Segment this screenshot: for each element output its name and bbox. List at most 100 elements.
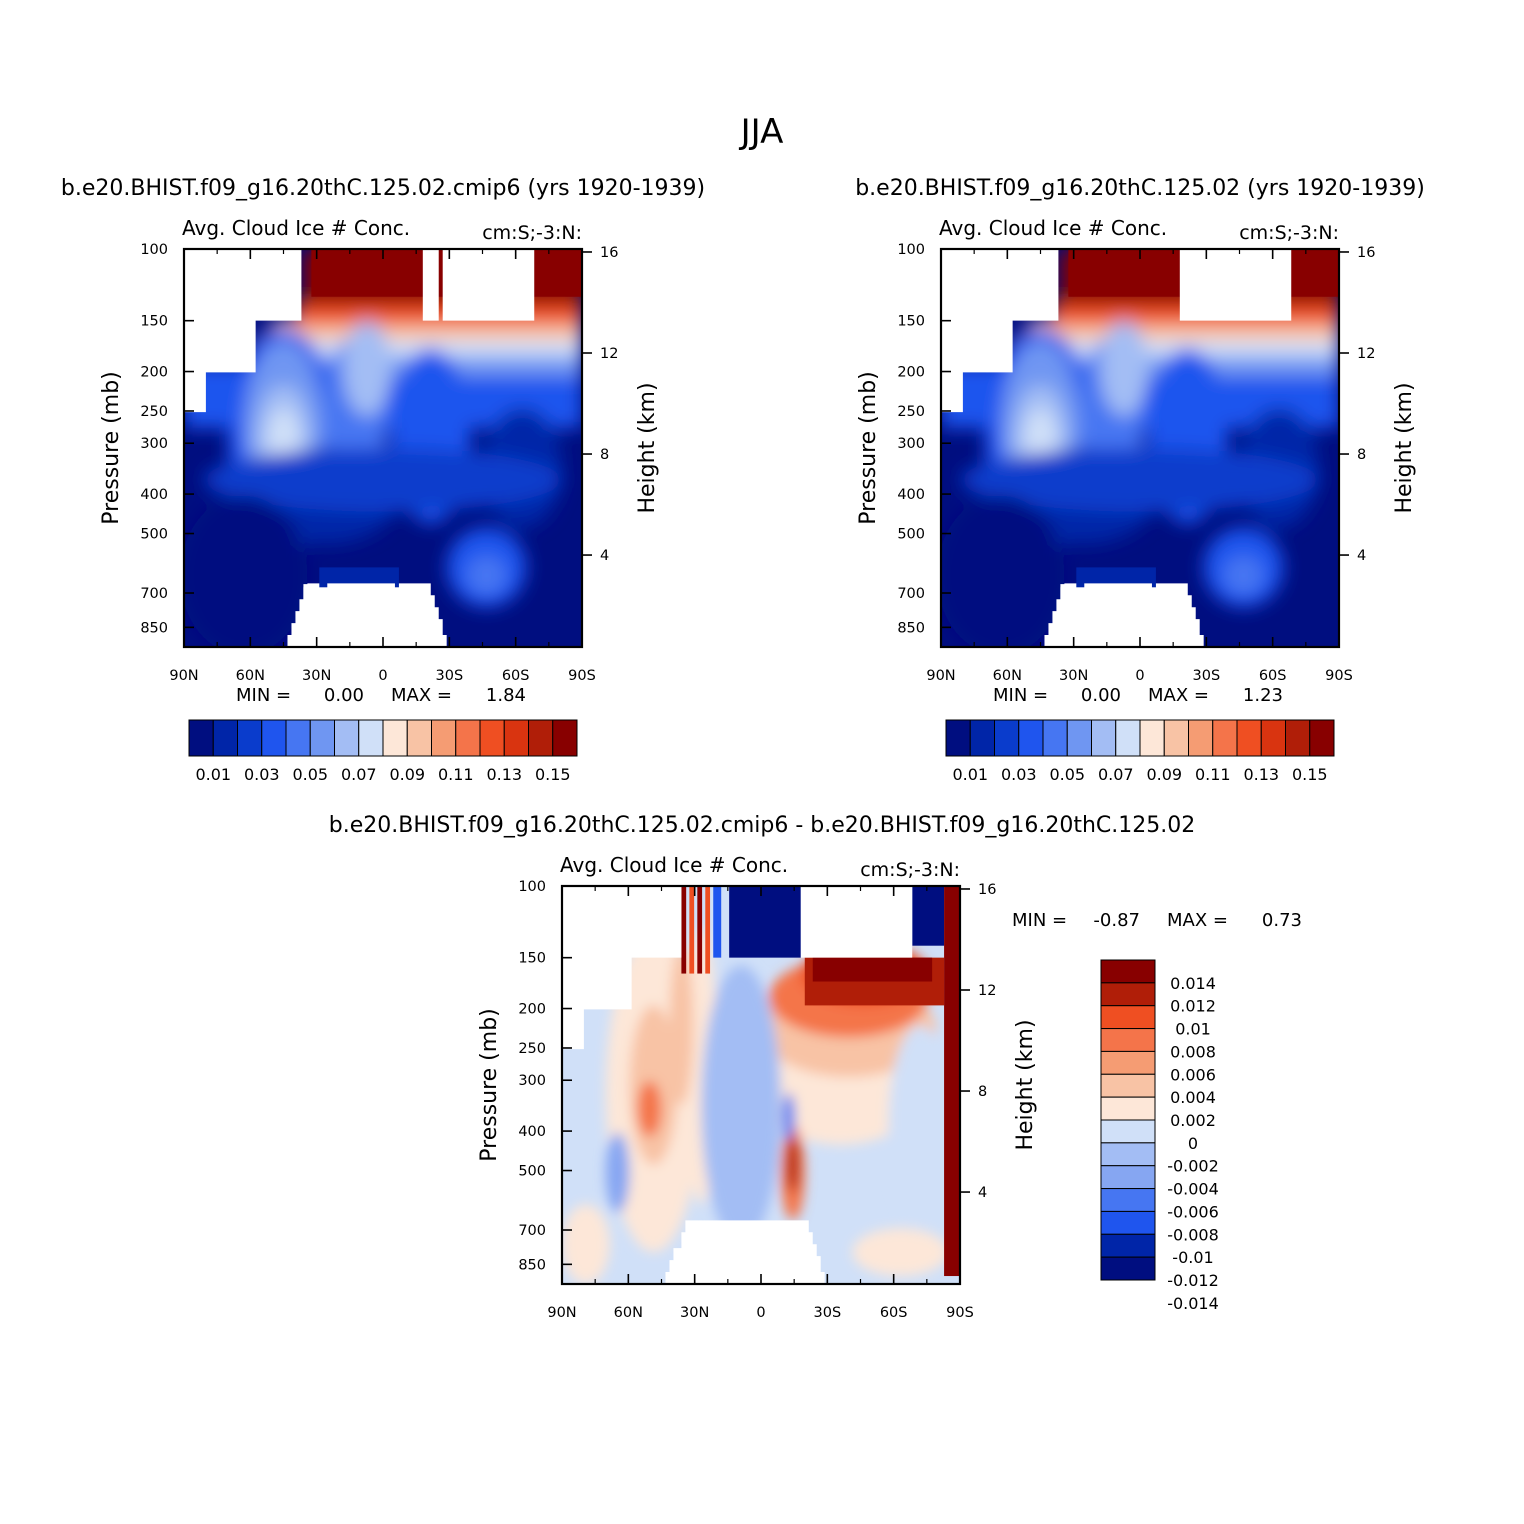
- colorbar-box: [994, 719, 1020, 757]
- y-tick-label: 500: [897, 527, 925, 543]
- colorbar-box: [309, 719, 335, 757]
- contour-band: [960, 448, 1320, 512]
- y2-axis-label: Height (km): [1013, 1019, 1038, 1150]
- y-tick-label: 250: [140, 404, 168, 420]
- colorbar-box: [1260, 719, 1286, 757]
- mask-top-left: [562, 886, 682, 1050]
- colorbar-box: [455, 719, 481, 757]
- y2-tick-label: 16: [978, 882, 996, 898]
- y-tick-label: 150: [140, 314, 168, 330]
- contour-band: [852, 1228, 949, 1277]
- colorbar-label: 0.03: [244, 765, 280, 784]
- y-tick-label: 400: [518, 1124, 546, 1140]
- colorbar-label: -0.002: [1167, 1157, 1219, 1176]
- mask-topography: [327, 583, 395, 608]
- x-tick-label: 90N: [926, 668, 955, 684]
- colorbar-label: 0: [1188, 1134, 1198, 1153]
- colorbar-box: [1100, 1028, 1156, 1052]
- min-value: 0.00: [1081, 685, 1121, 706]
- colorbar-label: 0.05: [1049, 765, 1085, 784]
- contour-band: [697, 886, 703, 974]
- panel-control: 90N 60N 30N 0 30S 60S 90S 100 150 200 250 300 400 500…: [856, 216, 1417, 784]
- colorbar-label: 0.15: [535, 765, 571, 784]
- colorbar-label: -0.01: [1172, 1248, 1213, 1267]
- x-tick-label: 90N: [547, 1305, 576, 1321]
- mask-top-strip: [800, 886, 913, 958]
- contour-band: [1100, 320, 1148, 417]
- x-tick-label: 60N: [236, 668, 265, 684]
- contour-band: [944, 886, 960, 1277]
- contour-band: [637, 1081, 662, 1137]
- y-tick-label: 300: [897, 436, 925, 452]
- x-tick-label: 60N: [993, 668, 1022, 684]
- max-value: 0.73: [1262, 910, 1302, 931]
- y-tick-label: 400: [897, 487, 925, 503]
- colorbar-box: [1285, 719, 1311, 757]
- colorbar-label: 0.002: [1170, 1111, 1216, 1130]
- y-tick-label: 100: [518, 879, 546, 895]
- y-tick-label: 200: [140, 365, 168, 381]
- x-tick-label: 60S: [880, 1305, 908, 1321]
- contour-band: [689, 886, 695, 974]
- colorbar-label: 0.07: [341, 765, 377, 784]
- y-tick-label: 400: [140, 487, 168, 503]
- field-blobs: [941, 249, 1339, 647]
- contour-field: [184, 249, 582, 647]
- y-tick-label: 200: [518, 1002, 546, 1018]
- y-tick-label: 300: [140, 436, 168, 452]
- colorbar-label: 0.03: [1001, 765, 1037, 784]
- contour-band: [1028, 320, 1339, 341]
- panel-right-title: cm:S;-3:N:: [1239, 222, 1339, 244]
- colorbar-box: [1100, 982, 1156, 1007]
- colorbar-box: [1091, 719, 1117, 757]
- panel-right-title: cm:S;-3:N:: [482, 222, 582, 244]
- colorbar-box: [261, 719, 287, 757]
- colorbar-label: -0.008: [1167, 1225, 1219, 1244]
- colorbar-box: [1100, 1050, 1156, 1075]
- colorbar-label: 0.01: [1175, 1020, 1211, 1039]
- y-tick-label: 150: [897, 314, 925, 330]
- y-tick-label: 500: [140, 527, 168, 543]
- plateau-edge: [1076, 567, 1156, 588]
- colorbar-label: 0.012: [1170, 997, 1216, 1016]
- x-tick-label: 0: [378, 668, 387, 684]
- max-label: MAX =: [391, 685, 452, 706]
- contour-band: [343, 320, 391, 417]
- x-tick-label: 0: [756, 1305, 765, 1321]
- colorbar-box: [237, 719, 263, 757]
- y2-tick-label: 12: [978, 983, 996, 999]
- mask-topography: [1084, 583, 1152, 608]
- colorbar-box: [1115, 719, 1141, 757]
- y2-tick-label: 8: [600, 447, 609, 463]
- panel-left-title: Avg. Cloud Ice # Conc.: [182, 216, 410, 240]
- contour-field: [941, 249, 1339, 647]
- max-label: MAX =: [1167, 910, 1228, 931]
- y2-tick-label: 16: [600, 245, 618, 261]
- contour-band: [888, 1025, 953, 1225]
- colorbar-box: [334, 719, 360, 757]
- colorbar-box: [1100, 1142, 1156, 1167]
- colorbar-label: 0.11: [1195, 765, 1231, 784]
- colorbar-label: 0.05: [292, 765, 328, 784]
- colorbar: 0.01 0.03 0.05 0.07 0.09 0.11 0.13 0.15: [945, 719, 1335, 784]
- x-tick-label: 60S: [502, 668, 530, 684]
- max-value: 1.84: [486, 685, 526, 706]
- x-tick-label: 30N: [1059, 668, 1088, 684]
- plateau-edge: [319, 567, 399, 588]
- colorbar-label: -0.014: [1167, 1294, 1219, 1313]
- max-value: 1.23: [1243, 685, 1283, 706]
- colorbar-label: -0.006: [1167, 1202, 1219, 1221]
- contour-field: [562, 886, 960, 1284]
- contour-band: [812, 957, 933, 982]
- field-top: [681, 886, 960, 1277]
- colorbar-box: [1100, 1005, 1156, 1030]
- y-tick-label: 700: [897, 586, 925, 602]
- panel-c-case-title: b.e20.BHIST.f09_g16.20thC.125.02.cmip6 -…: [329, 813, 1195, 838]
- y-tick-label: 250: [518, 1041, 546, 1057]
- min-value: 0.00: [324, 685, 364, 706]
- y2-tick-label: 12: [600, 346, 618, 362]
- x-tick-label: 60N: [614, 1305, 643, 1321]
- colorbar-label: 0.13: [1243, 765, 1279, 784]
- colorbar-box: [1100, 1256, 1156, 1281]
- contour-band: [605, 1132, 630, 1213]
